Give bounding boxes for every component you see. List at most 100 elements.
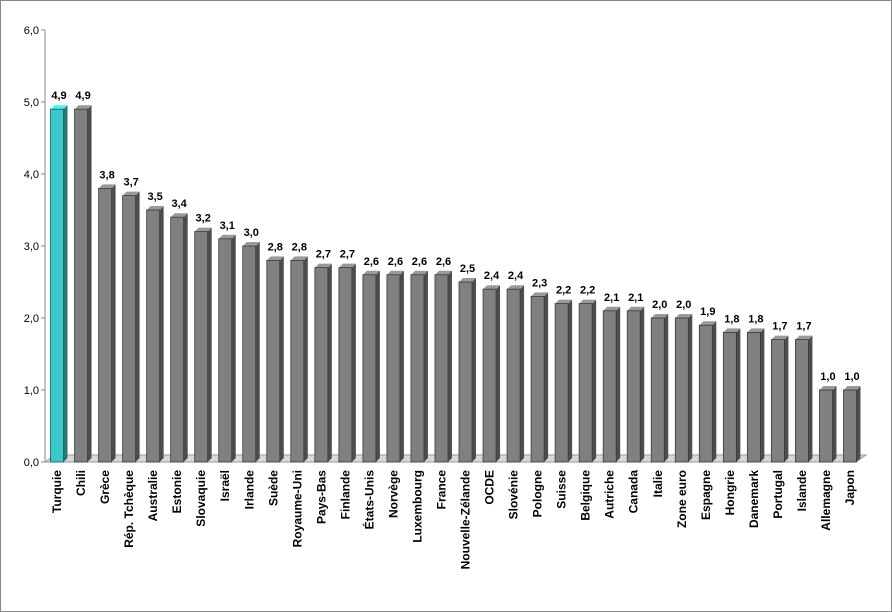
value-label: 2,1 [604, 292, 619, 304]
bar-top [651, 314, 669, 318]
bar [194, 231, 209, 463]
bar-top [338, 263, 356, 268]
bar-top [362, 270, 380, 275]
x-tick-label: Portugal [771, 470, 785, 519]
bar-side [832, 386, 837, 462]
bar-side [279, 256, 284, 462]
value-label: 3,4 [172, 198, 188, 210]
x-tick-label: Irlande [242, 470, 256, 510]
x-tick-label: Autriche [603, 470, 617, 519]
bar [50, 108, 64, 463]
y-tick-label: 3,0 [24, 241, 39, 253]
bar [578, 303, 593, 463]
bar [122, 195, 137, 463]
x-tick-label: Pays-Bas [314, 470, 328, 524]
value-label: 3,8 [99, 169, 114, 181]
bar-top [122, 191, 140, 196]
x-tick-label: Luxembourg [410, 470, 424, 543]
value-label: 1,7 [772, 321, 787, 333]
bar-top [290, 256, 308, 261]
value-label: 2,4 [484, 270, 500, 282]
x-tick-label: Espagne [699, 470, 713, 520]
value-label: 3,7 [123, 177, 138, 189]
bar [386, 274, 401, 463]
bar-top [386, 270, 404, 275]
bar-top [699, 321, 717, 326]
floor [43, 454, 868, 463]
bar-top [579, 299, 597, 304]
bar [650, 317, 665, 463]
value-label: 2,7 [340, 249, 355, 261]
bar-top [483, 285, 501, 290]
bar-top [531, 292, 549, 297]
value-label: 2,4 [508, 270, 524, 282]
bar [314, 267, 329, 463]
bar-side [496, 285, 501, 462]
bar-top [507, 285, 525, 290]
x-tick-label: Allemagne [819, 470, 833, 531]
bar-top [747, 328, 765, 333]
bar-top [50, 105, 68, 110]
bar [146, 209, 161, 463]
bar-top [218, 234, 236, 239]
bar [338, 267, 353, 463]
value-label: 2,3 [532, 277, 547, 289]
x-tick-label: Suisse [555, 470, 569, 509]
bar-side [423, 270, 428, 462]
x-tick-label: Royaume-Uni [290, 470, 304, 547]
bar-side [399, 270, 404, 462]
bar [242, 245, 257, 463]
value-label: 2,7 [316, 249, 331, 261]
x-tick-label: Rép. Tchèque [122, 470, 136, 548]
x-tick-label: Turquie [50, 470, 64, 513]
value-label: 4,9 [75, 90, 90, 102]
value-label: 1,8 [748, 313, 763, 325]
x-tick-label: Danemark [747, 470, 761, 528]
value-label: 2,2 [580, 285, 595, 297]
bar-top [603, 306, 621, 311]
bar-top [795, 335, 813, 340]
x-tick-label: OCDE [483, 470, 497, 505]
x-tick-label: Slovaquie [194, 470, 208, 527]
value-label: 2,8 [268, 241, 283, 253]
x-tick-label: Canada [627, 470, 641, 514]
bar-top [314, 263, 332, 268]
bar-side [447, 270, 452, 462]
bar-side [688, 314, 693, 462]
bar-top [170, 213, 188, 218]
bar-side [664, 314, 669, 462]
value-label: 4,9 [51, 90, 66, 102]
value-label: 3,2 [196, 213, 211, 225]
bar-top [843, 386, 861, 390]
bar-side [327, 263, 332, 462]
bar [746, 331, 761, 463]
x-tick-label: Italie [651, 470, 665, 498]
value-label: 1,0 [844, 371, 859, 383]
x-tick-label: Suède [266, 470, 280, 506]
x-tick-label: Israël [218, 470, 232, 501]
bar [795, 339, 809, 463]
x-tick-label: Australie [146, 470, 160, 522]
x-tick-label: Belgique [579, 470, 593, 521]
bar [698, 324, 713, 463]
value-label: 2,0 [652, 299, 667, 311]
bar-top [410, 270, 428, 275]
bar-side [544, 292, 549, 462]
bar-side [712, 321, 717, 462]
value-label: 2,6 [412, 256, 427, 268]
bar-side [640, 306, 645, 462]
bar-side [159, 206, 164, 462]
bar-top [675, 314, 693, 318]
bar-top [194, 227, 212, 232]
value-label: 2,5 [460, 263, 475, 275]
bar-side [472, 278, 477, 462]
x-tick-label: Pologne [531, 470, 545, 518]
x-tick-label: Grèce [98, 470, 112, 504]
bar-side [616, 306, 621, 462]
bar [530, 295, 545, 463]
value-label: 1,9 [700, 306, 715, 318]
y-tick-label: 6,0 [24, 25, 39, 37]
x-tick-label: Japon [843, 470, 857, 505]
bar-side [375, 270, 380, 462]
value-label: 2,2 [556, 285, 571, 297]
